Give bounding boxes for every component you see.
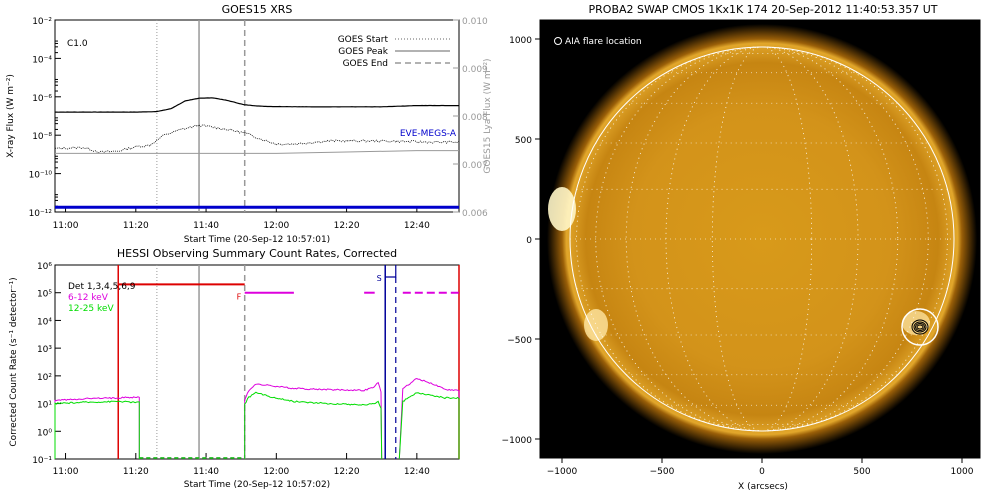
swap-image: AIA flare location [540,20,980,458]
hessi-12-25-series [54,400,140,459]
swap-ytick-label: −1000 [502,436,533,446]
goes-xtick-label: 11:40 [193,221,219,231]
annotation-marker [554,37,562,45]
hessi-legend-label: Det 1,3,4,5,6,9 [68,282,136,292]
goes-ytick-label: 10⁻¹⁰ [29,171,53,181]
goes-plot-frame [54,19,460,213]
goes-y2tick-label: 0.010 [462,17,488,27]
active-region [584,309,608,341]
longitude-line [576,46,948,432]
hessi-xtick-label: 12:20 [334,467,360,477]
hessi-ytick-label: 10² [37,373,52,383]
goes-title: GOES15 XRS [222,3,293,16]
goes-legend-label: GOES Peak [338,47,388,57]
goes-xtick-label: 12:20 [334,221,360,231]
goes-xtick-label: 12:40 [404,221,430,231]
flare-location-circle [901,308,939,346]
hessi-ylabel: Corrected Count Rate (s⁻¹ detector⁻¹) [9,277,19,446]
hessi-xtick-label: 11:20 [123,467,149,477]
goes-xtick-label: 12:00 [263,221,289,231]
goes-ytick-label: 10⁻⁴ [32,55,52,65]
hessi-legend-label: 12-25 keV [68,304,114,314]
goes-xtick-label: 11:00 [53,221,79,231]
goes-ylabel: X-ray Flux (W m⁻²) [6,74,16,158]
swap-ytick-label: −500 [507,336,532,346]
hessi-xtick-label: 11:40 [193,467,219,477]
hessi-ytick-label: 10⁵ [37,290,52,300]
hessi-title: HESSI Observing Summary Count Rates, Cor… [117,247,397,260]
goes-y2tick-label: 0.006 [462,209,488,219]
longitude-line [625,46,899,432]
hessi-ytick-label: 10⁰ [37,428,52,438]
goes-ytick-label: 10⁻¹² [29,209,53,219]
hessi-xlabel: Start Time (20-Sep-12 10:57:02) [184,480,330,490]
hessi-plot-frame [54,264,460,460]
swap-xtick-label: 500 [853,467,870,477]
swap-xtick-label: −1000 [547,467,578,477]
goes-long-series [55,97,459,113]
goes-legend-label: GOES Start [338,35,389,45]
longitude-line [595,46,929,432]
hessi-ytick-label: 10⁶ [37,262,52,272]
active-region [548,187,576,231]
flare-contour [916,324,924,330]
swap-title: PROBA2 SWAP CMOS 1Kx1K 174 20-Sep-2012 1… [589,3,938,16]
hessi-xtick-label: 12:00 [263,467,289,477]
sun-disk [546,23,978,455]
longitude-line [665,46,859,432]
goes-ytick-label: 10⁻⁶ [32,94,52,104]
hessi-12-25-series [244,391,383,460]
goes-y2label: GOES15 Lya Flux (W m⁻²) [483,58,493,173]
flare-class-label: C1.0 [67,39,88,49]
heliographic-grid [570,46,954,432]
hessi-ytick-label: 10⁻¹ [32,456,52,466]
hessi-6-12-series [398,377,460,460]
swap-ytick-label: 0 [526,236,532,246]
hessi-flag-f-label: F [237,293,242,302]
hessi-ytick-label: 10⁴ [37,317,52,327]
goes-legend-label: GOES End [343,59,388,69]
goes-short-series [54,124,460,154]
hessi-xtick-label: 12:40 [404,467,430,477]
hessi-flag-s-label: S [377,274,382,283]
flare-contour [913,321,927,333]
aia-annotation-label: AIA flare location [565,37,642,47]
swap-xlabel: X (arcsecs) [738,482,788,492]
hessi-6-12-series [54,396,140,459]
swap-xtick-label: 1000 [951,467,974,477]
goes-y2tick-label: 0.008 [462,113,488,123]
hessi-ytick-label: 10¹ [37,401,52,411]
hessi-6-12-series [244,381,383,460]
swap-xtick-label: −500 [650,467,675,477]
goes-y2tick-label: 0.009 [462,65,488,75]
goes-lya-series [55,150,459,154]
solar-limb [569,46,955,432]
hessi-legend-label: 6-12 keV [68,293,109,303]
goes-ytick-label: 10⁻⁸ [32,132,52,142]
flare-contour [911,319,929,335]
goes-y2tick-label: 0.007 [462,161,488,171]
hessi-xtick-label: 11:00 [53,467,79,477]
hessi-12-25-series [398,392,460,460]
swap-xtick-label: 0 [759,467,765,477]
swap-ytick-label: 500 [515,136,532,146]
flare-contour [915,323,925,331]
swap-ytick-label: 1000 [509,36,532,46]
eve-label: EVE-MEGS-A [400,129,457,139]
goes-xtick-label: 11:20 [123,221,149,231]
goes-ytick-label: 10⁻² [32,17,52,27]
goes-xlabel: Start Time (20-Sep-12 10:57:01) [184,235,330,245]
hessi-saa-bracket [385,265,397,278]
hessi-ytick-label: 10³ [37,345,52,355]
